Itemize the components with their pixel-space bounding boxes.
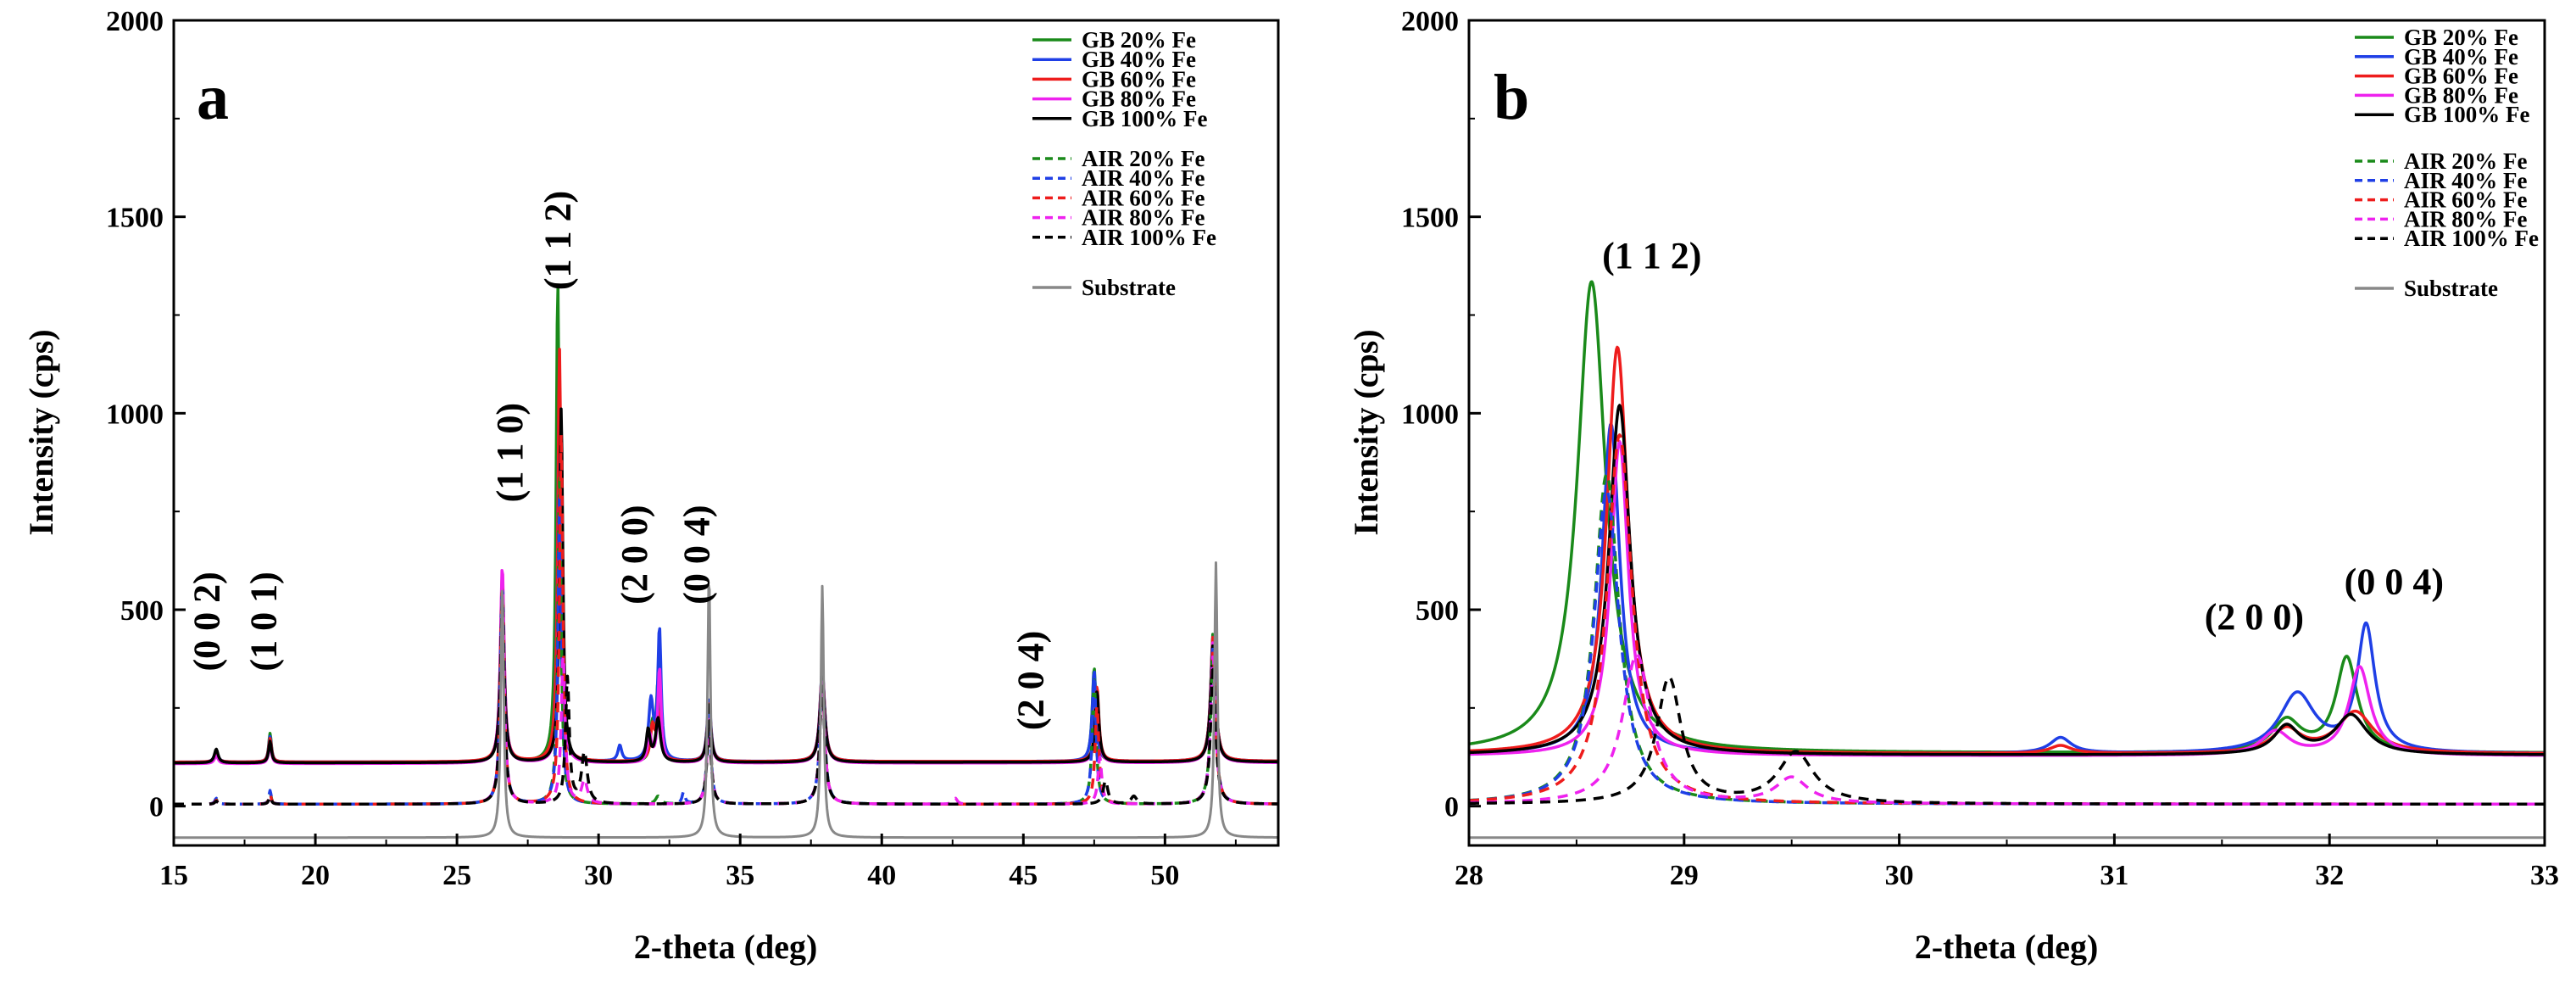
panel-b-ticks: 28 29 30 31 32 33 0 500 1000 1500 2000 (1401, 6, 2559, 891)
panel-b-legend-label: GB 40% Fe (2404, 44, 2518, 70)
panel-b-legend-label: GB 20% Fe (2404, 25, 2518, 50)
panel-a-series-air-60-fe (173, 433, 1279, 806)
panel-a-peak-label: (1 1 0) (489, 403, 531, 502)
panel-b-legend-label: GB 80% Fe (2404, 82, 2518, 108)
panel-a-series-group (173, 285, 1279, 840)
panel-a-peak-label: (0 0 2) (186, 572, 227, 671)
panel-a-peak-label: (2 0 0) (614, 505, 655, 604)
panel-a-peak-label: (1 0 1) (242, 572, 284, 671)
panel-b-letter: b (1494, 62, 1529, 133)
panel-a-xtick-label: 40 (867, 860, 896, 891)
panel-a-legend-label: AIR 60% Fe (1082, 185, 1205, 210)
panel-b-series-air-60-fe (1468, 433, 2545, 806)
panel-a-ytick-label: 1500 (106, 203, 164, 234)
panel-b-frame (1467, 19, 2546, 847)
panel-b-peak-label: (1 1 2) (1602, 235, 1701, 276)
panel-b: 28 29 30 31 32 33 0 500 1000 1500 2000 (1 1 2) (2 0… (1347, 6, 2559, 966)
panel-a-letter: a (197, 62, 229, 133)
panel-a-xtick-label: 45 (1009, 860, 1038, 891)
panel-b-legend-label: AIR 100% Fe (2404, 226, 2539, 251)
panel-b-ytick-label: 1000 (1401, 399, 1459, 430)
panel-a-legend-label: AIR 100% Fe (1082, 225, 1216, 250)
panel-a-ytick-label: 0 (149, 792, 164, 823)
panel-a-legend-label: AIR 40% Fe (1082, 165, 1205, 191)
panel-b-xlabel: 2-theta (deg) (1915, 928, 2099, 966)
panel-a-series-gb-40-fe (173, 416, 1279, 764)
panel-a-series-gb-80-fe (173, 453, 1279, 766)
panel-a-xtick-label: 15 (159, 860, 188, 891)
panel-a-xtick-label: 35 (726, 860, 754, 891)
panel-a-ytick-label: 1000 (106, 399, 164, 430)
panel-a-peak-label: (1 1 2) (537, 191, 579, 290)
panel-b-ytick-label: 2000 (1401, 6, 1459, 37)
panel-a-xtick-label: 50 (1150, 860, 1179, 891)
panel-a-peak-label: (0 0 4) (676, 505, 717, 604)
panel-a-series-gb-60-fe (173, 348, 1279, 764)
panel-a-series-substrate (173, 561, 1279, 840)
panel-b-xtick-label: 32 (2315, 860, 2344, 891)
panel-a-legend-label: AIR 80% Fe (1082, 205, 1205, 231)
panel-b-legend-label: GB 60% Fe (2404, 64, 2518, 89)
panel-a-series-air-20-fe (173, 476, 1279, 806)
panel-b-xtick-label: 30 (1885, 860, 1914, 891)
panel-b-series-air-100-fe (1468, 675, 2545, 806)
panel-a-annotations: (0 0 2) (1 0 1) (1 1 0) (1 1 2) (2 0 0) (0 0 … (186, 191, 1051, 730)
panel-a-series-gb-20-fe (173, 285, 1279, 765)
panel-b-ytick-label: 1500 (1401, 203, 1459, 234)
panel-a-peak-label: (2 0 4) (1010, 631, 1052, 730)
panel-b-xtick-label: 31 (2100, 860, 2128, 891)
panel-a-legend-label: Substrate (1082, 275, 1176, 300)
panel-b-ytick-label: 500 (1416, 595, 1459, 627)
panel-b-peak-label: (0 0 4) (2345, 561, 2444, 602)
panel-a-series-gb-100-fe (173, 407, 1279, 765)
panel-a-legend-label: GB 40% Fe (1082, 47, 1196, 72)
panel-a-xtick-label: 20 (301, 860, 330, 891)
panel-b-xtick-label: 28 (1455, 860, 1483, 891)
panel-a-frame (172, 19, 1280, 847)
panel-a-legend-label: GB 80% Fe (1082, 86, 1196, 112)
panel-b-legend-label: AIR 20% Fe (2404, 148, 2527, 174)
panel-b-ytick-label: 0 (1444, 792, 1459, 823)
panel-b-xtick-label: 33 (2530, 860, 2559, 891)
panel-a-series-air-40-fe (173, 492, 1279, 806)
panel-b-legend-label: GB 100% Fe (2404, 102, 2530, 127)
panel-a-series-air-80-fe (173, 583, 1279, 806)
panel-a-legend-label: GB 20% Fe (1082, 27, 1196, 53)
panel-b-peak-label: (2 0 0) (2205, 596, 2304, 638)
panel-b-legend-label: AIR 40% Fe (2404, 168, 2527, 193)
panel-b-legend-label: AIR 60% Fe (2404, 187, 2527, 213)
panel-a-legend-label: GB 60% Fe (1082, 66, 1196, 92)
panel-b-legend-label: AIR 80% Fe (2404, 206, 2527, 232)
panel-a-ytick-label: 500 (120, 595, 164, 627)
panel-b-xtick-label: 29 (1670, 860, 1699, 891)
panel-a-xtick-label: 25 (442, 860, 471, 891)
panel-a-series-air-100-fe (173, 598, 1279, 806)
panel-a-ytick-label: 2000 (106, 6, 164, 37)
panel-a-xtick-label: 30 (584, 860, 613, 891)
panel-a-xlabel: 2-theta (deg) (634, 928, 818, 966)
panel-b-legend-label: Substrate (2404, 276, 2498, 301)
panel-a-legend-label: GB 100% Fe (1082, 106, 1208, 131)
panel-b-series-group (1468, 280, 2545, 840)
panel-b-ylabel: Intensity (cps) (1347, 329, 1385, 535)
panel-b-annotations: (1 1 2) (2 0 0) (0 0 4) (1602, 235, 2444, 638)
panel-a-ylabel: Intensity (cps) (22, 329, 60, 535)
panel-a-legend-label: AIR 20% Fe (1082, 146, 1205, 171)
